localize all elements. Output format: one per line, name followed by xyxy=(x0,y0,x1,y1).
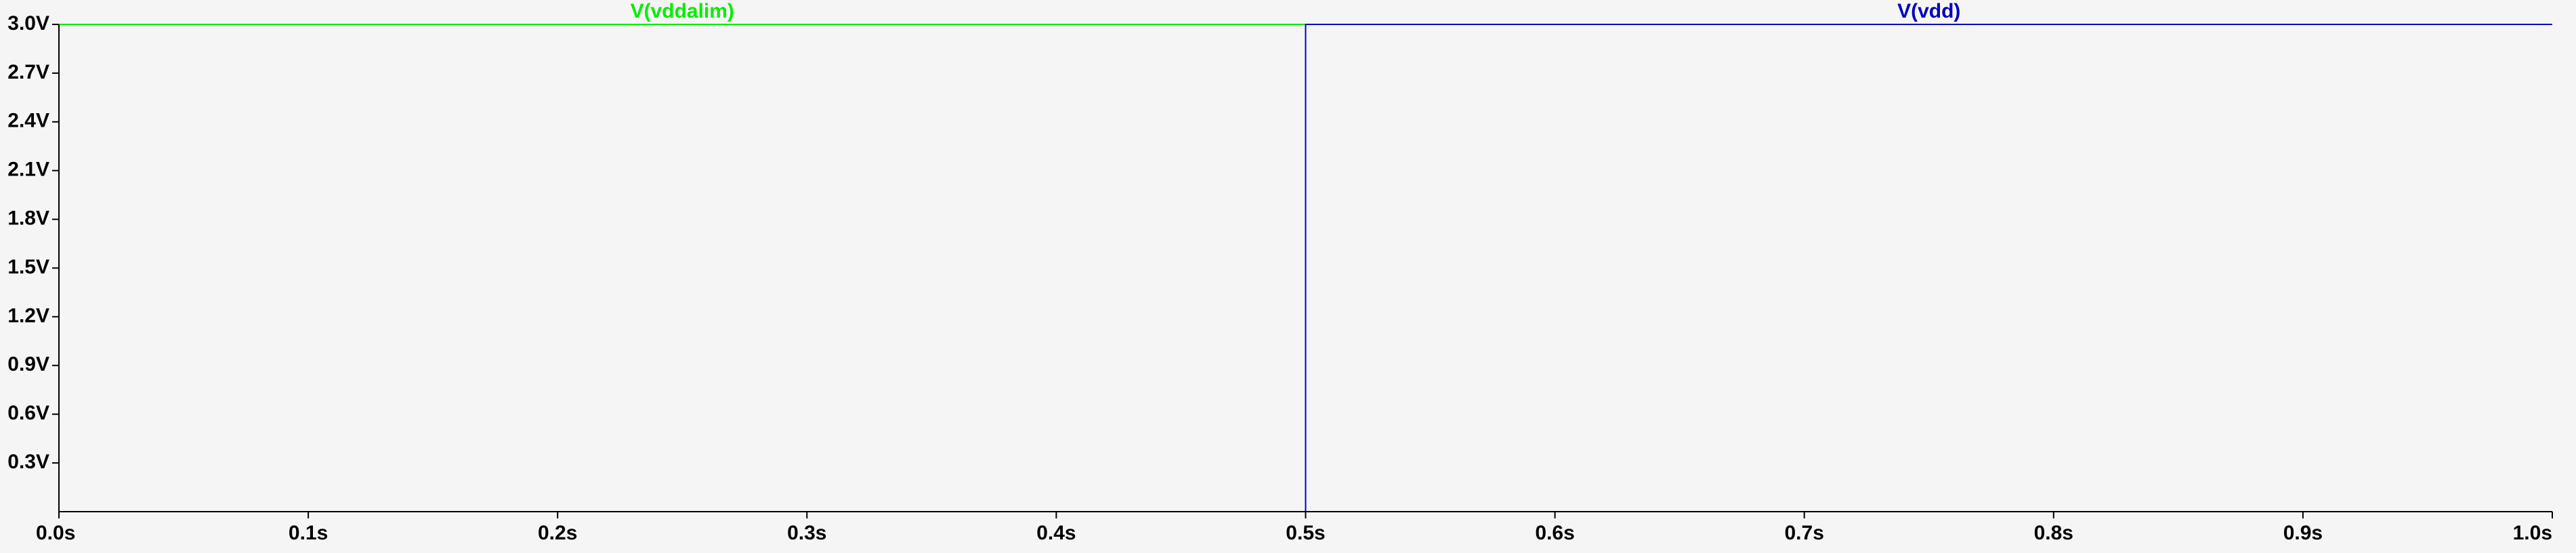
y-tick-label: 3.0V xyxy=(7,12,49,35)
y-tick-label: 0.3V xyxy=(7,451,49,473)
x-tick-label: 0.0s xyxy=(36,522,75,544)
y-tick-label: 1.5V xyxy=(7,255,49,278)
legend[interactable]: V(vddalim) V(vdd) xyxy=(631,0,1961,22)
x-tick-label: 0.1s xyxy=(289,522,328,544)
legend-label-vddalim[interactable]: V(vddalim) xyxy=(631,0,734,22)
y-tick-label: 2.7V xyxy=(7,61,49,83)
x-tick-label: 0.3s xyxy=(787,522,826,544)
y-tick-label: 0.6V xyxy=(7,402,49,424)
y-tick-label: 2.1V xyxy=(7,159,49,181)
x-tick-label: 0.4s xyxy=(1036,522,1076,544)
y-tick-label: 0.9V xyxy=(7,353,49,375)
legend-label-vdd[interactable]: V(vdd) xyxy=(1897,0,1960,22)
x-tick-label: 0.8s xyxy=(2034,522,2073,544)
y-tick-label: 2.4V xyxy=(7,110,49,132)
y-tick-label: 1.2V xyxy=(7,304,49,327)
x-tick-label: 0.5s xyxy=(1286,522,1325,544)
x-tick-label: 0.9s xyxy=(2283,522,2323,544)
x-tick-label: 0.7s xyxy=(1785,522,1824,544)
y-axis: 0.3V 0.6V 0.9V 1.2V 1.5V 1.8V 2.1V 2.4V 2.7V 3.0V xyxy=(7,12,59,473)
x-axis: 0.0s 0.1s 0.2s 0.3s 0.4s 0.5s 0.6s 0.7s 0.8s 0.9s… xyxy=(36,512,2553,544)
x-tick-label: 1.0s xyxy=(2513,522,2552,544)
x-tick-label: 0.2s xyxy=(538,522,577,544)
y-tick-label: 1.8V xyxy=(7,207,49,230)
x-tick-label: 0.6s xyxy=(1535,522,1574,544)
